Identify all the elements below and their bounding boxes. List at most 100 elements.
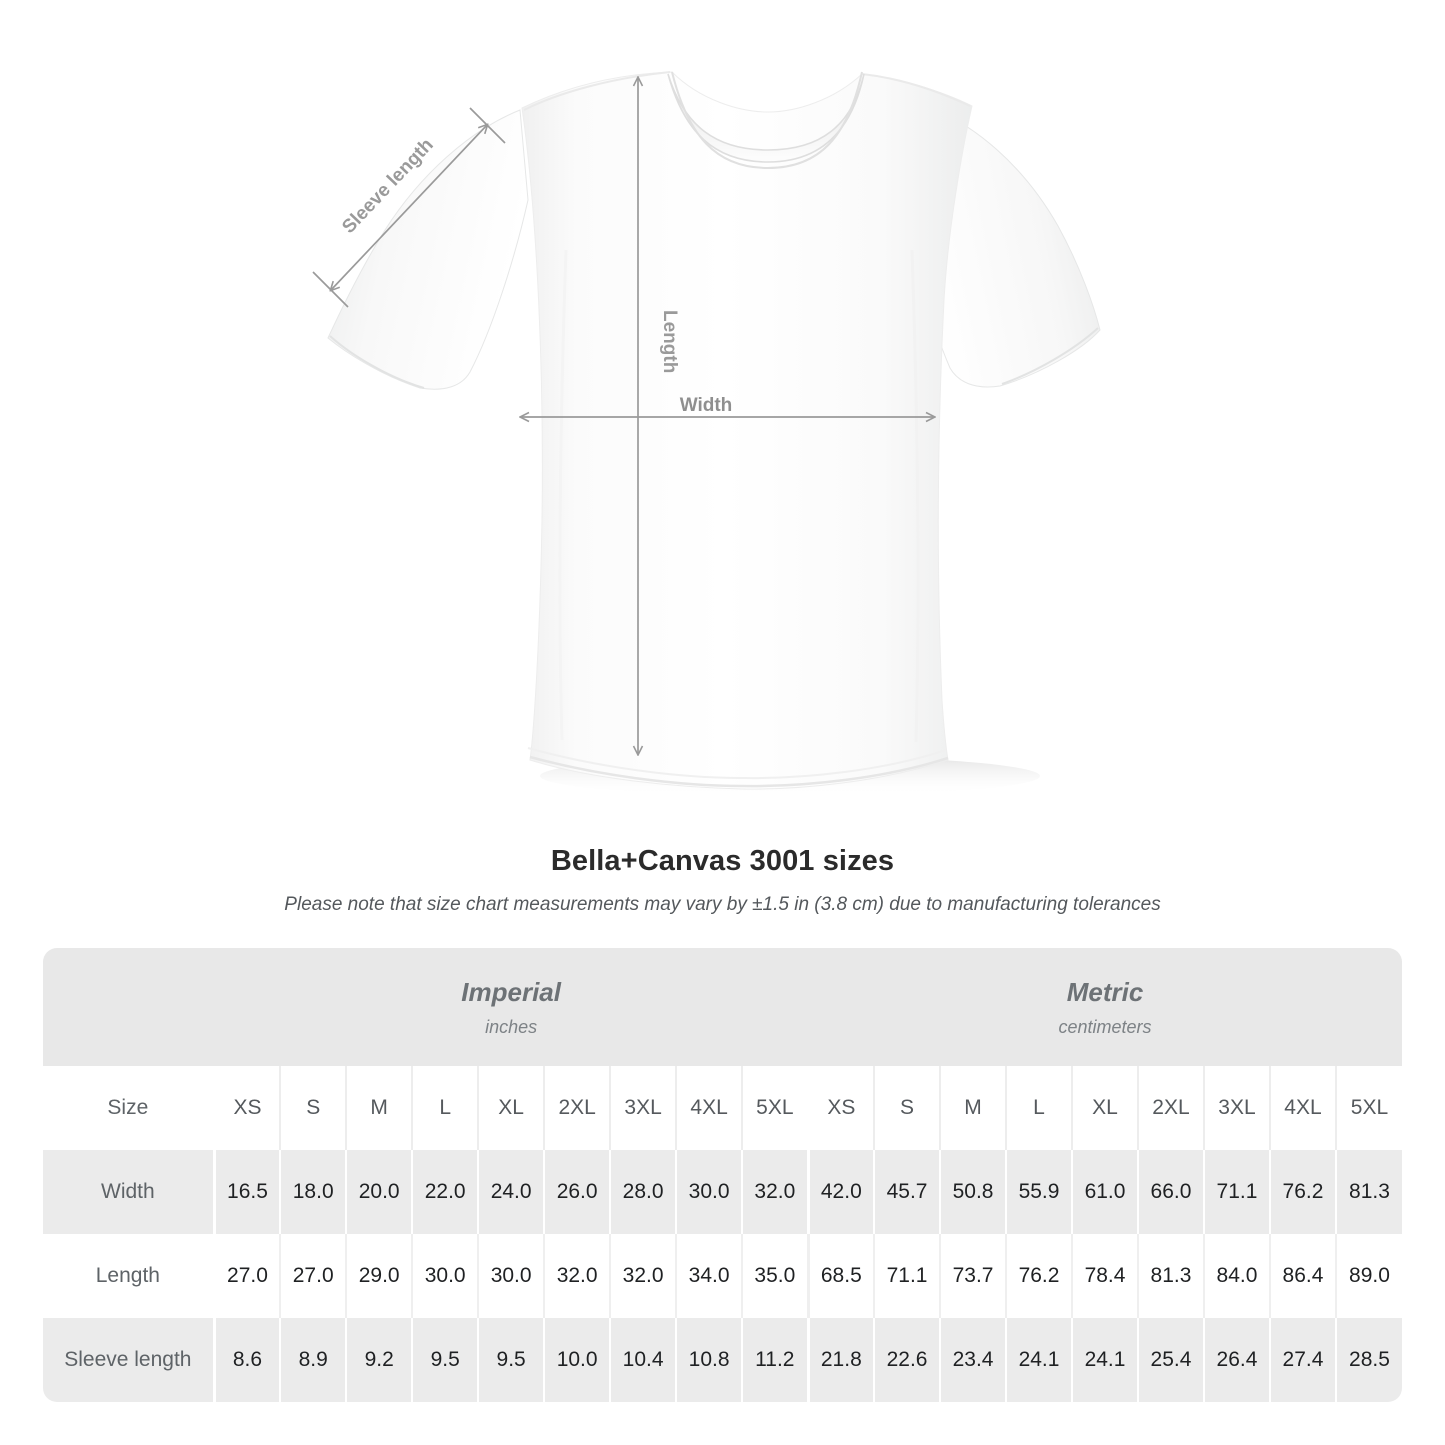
length-val-3: 30.0 (412, 1234, 480, 1318)
sleeve-val-4: 9.5 (478, 1318, 546, 1402)
length-val-15: 84.0 (1203, 1234, 1271, 1318)
length-val-2: 29.0 (346, 1234, 414, 1318)
width-val-8: 32.0 (742, 1150, 810, 1234)
tshirt-illustration: Length Width Sleeve length (312, 71, 1101, 796)
size-col-17: 5XL (1335, 1066, 1402, 1150)
bottom-hem-stitch (529, 755, 949, 788)
size-col-5: 2XL (544, 1066, 612, 1150)
width-val-10: 45.7 (874, 1150, 942, 1234)
table-row: Sleeve length 8.6 8.9 9.2 9.5 9.5 10.0 1… (43, 1318, 1402, 1402)
sleeve-val-1: 8.9 (280, 1318, 348, 1402)
width-val-4: 24.0 (478, 1150, 546, 1234)
size-col-11: M (940, 1066, 1008, 1150)
sleeve-val-5: 10.0 (544, 1318, 612, 1402)
imperial-label: Imperial (461, 976, 561, 1007)
sleeve-val-9: 21.8 (808, 1318, 876, 1402)
right-sleeve-hem (1001, 327, 1099, 385)
length-val-4: 30.0 (478, 1234, 546, 1318)
length-val-0: 27.0 (214, 1234, 282, 1318)
size-col-2: M (346, 1066, 414, 1150)
sleeve-val-8: 11.2 (742, 1318, 810, 1402)
length-val-14: 81.3 (1138, 1234, 1205, 1318)
length-val-10: 71.1 (874, 1234, 942, 1318)
size-chart-table-container: Imperial inches Metric centimeters Size … (43, 948, 1402, 1402)
size-col-13: XL (1072, 1066, 1139, 1150)
length-val-11: 73.7 (940, 1234, 1008, 1318)
size-col-4: XL (478, 1066, 546, 1150)
shirt-body (521, 71, 973, 790)
sleeve-val-6: 10.4 (610, 1318, 678, 1402)
metric-unit-group: Metric centimeters (808, 948, 1402, 1066)
unit-header-row: Imperial inches Metric centimeters (43, 948, 1402, 1066)
sleeve-val-16: 27.4 (1269, 1318, 1337, 1402)
size-col-0: XS (214, 1066, 282, 1150)
size-col-3: L (412, 1066, 480, 1150)
width-val-6: 28.0 (610, 1150, 678, 1234)
width-row-label: Width (43, 1150, 216, 1234)
size-col-8: 5XL (742, 1066, 810, 1150)
tshirt-measurement-diagram: Length Width Sleeve length (312, 71, 1101, 796)
sleeve-val-10: 22.6 (874, 1318, 942, 1402)
size-col-15: 3XL (1203, 1066, 1271, 1150)
left-shoulder-seam (523, 71, 671, 111)
sleeve-val-11: 23.4 (940, 1318, 1008, 1402)
size-col-10: S (874, 1066, 942, 1150)
collar-ribbing (667, 73, 865, 163)
imperial-sublabel: inches (485, 1016, 538, 1037)
width-val-11: 50.8 (940, 1150, 1008, 1234)
length-val-12: 76.2 (1006, 1234, 1074, 1318)
length-val-1: 27.0 (280, 1234, 348, 1318)
sleeve-val-13: 24.1 (1072, 1318, 1139, 1402)
width-val-1: 18.0 (280, 1150, 348, 1234)
sleeve-row-label: Sleeve length (43, 1318, 216, 1402)
width-val-14: 66.0 (1138, 1150, 1205, 1234)
right-shoulder-seam (861, 73, 971, 107)
size-col-16: 4XL (1269, 1066, 1337, 1150)
length-val-7: 34.0 (676, 1234, 744, 1318)
left-fold (558, 249, 568, 741)
length-val-5: 32.0 (544, 1234, 612, 1318)
size-row-label: Size (43, 1066, 216, 1150)
sleeve-val-3: 9.5 (412, 1318, 480, 1402)
left-sleeve-hem (329, 335, 425, 389)
width-val-0: 16.5 (214, 1150, 282, 1234)
length-val-8: 35.0 (742, 1234, 810, 1318)
length-val-16: 86.4 (1269, 1234, 1337, 1318)
sleeve-val-0: 8.6 (214, 1318, 282, 1402)
length-val-17: 89.0 (1335, 1234, 1402, 1318)
width-val-17: 81.3 (1335, 1150, 1402, 1234)
size-col-12: L (1006, 1066, 1074, 1150)
metric-label: Metric (1066, 976, 1144, 1007)
width-label: Width (680, 395, 733, 416)
width-val-3: 22.0 (412, 1150, 480, 1234)
neckline (671, 71, 863, 170)
size-col-9: XS (808, 1066, 876, 1150)
chart-heading: Bella+Canvas 3001 sizes Please note that… (0, 845, 1445, 916)
sleeve-val-14: 25.4 (1138, 1318, 1205, 1402)
length-label: Length (659, 310, 680, 373)
size-col-1: S (280, 1066, 348, 1150)
sleeve-length-arrow (331, 125, 487, 290)
page-title: Bella+Canvas 3001 sizes (550, 845, 895, 877)
size-col-6: 3XL (610, 1066, 678, 1150)
sleeve-end-cap-lower (312, 271, 349, 308)
length-val-13: 78.4 (1072, 1234, 1139, 1318)
width-val-7: 30.0 (676, 1150, 744, 1234)
sleeve-val-17: 28.5 (1335, 1318, 1402, 1402)
bottom-hem-inner (527, 747, 947, 780)
width-val-2: 20.0 (346, 1150, 414, 1234)
table-row: Width 16.5 18.0 20.0 22.0 24.0 26.0 28.0… (43, 1150, 1402, 1234)
width-val-5: 26.0 (544, 1150, 612, 1234)
width-val-15: 71.1 (1203, 1150, 1271, 1234)
sleeve-val-7: 10.8 (676, 1318, 744, 1402)
length-val-9: 68.5 (808, 1234, 876, 1318)
size-chart-table: Imperial inches Metric centimeters Size … (43, 948, 1402, 1402)
size-header-row: Size XS S M L XL 2XL 3XL 4XL 5XL XS S M … (43, 1066, 1402, 1150)
imperial-unit-group: Imperial inches (214, 948, 809, 1066)
unit-row-spacer (43, 948, 215, 1066)
width-val-12: 55.9 (1006, 1150, 1074, 1234)
sleeve-val-2: 9.2 (346, 1318, 414, 1402)
right-fold (910, 249, 920, 743)
width-val-13: 61.0 (1072, 1150, 1139, 1234)
